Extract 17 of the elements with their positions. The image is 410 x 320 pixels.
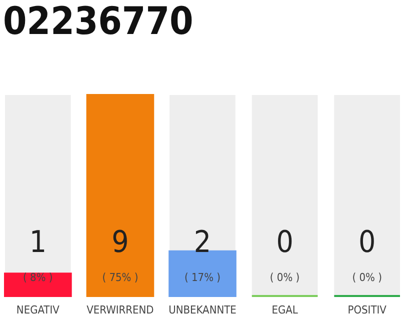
- annotation: ( 0% ): [352, 271, 382, 284]
- x-tick-label: NEGATIV: [16, 304, 60, 316]
- annotation: ( 17% ): [184, 271, 221, 284]
- x-tick-label: EGAL: [272, 304, 298, 316]
- x-tick-label: UNBEKANNTE: [168, 304, 236, 316]
- bar: [4, 272, 72, 297]
- data-label: 0: [358, 225, 376, 260]
- data-label: 9: [112, 225, 129, 260]
- annotation: ( 8% ): [23, 271, 53, 284]
- bar: [168, 250, 236, 297]
- chart-title: 02236770: [3, 0, 194, 43]
- x-tick-label: POSITIV: [348, 304, 387, 316]
- annotation: ( 0% ): [270, 271, 300, 284]
- x-tick-label: VERWIRREND: [86, 304, 154, 316]
- data-label: 0: [276, 225, 294, 260]
- data-label: 1: [29, 225, 47, 260]
- annotation: ( 75% ): [102, 271, 138, 284]
